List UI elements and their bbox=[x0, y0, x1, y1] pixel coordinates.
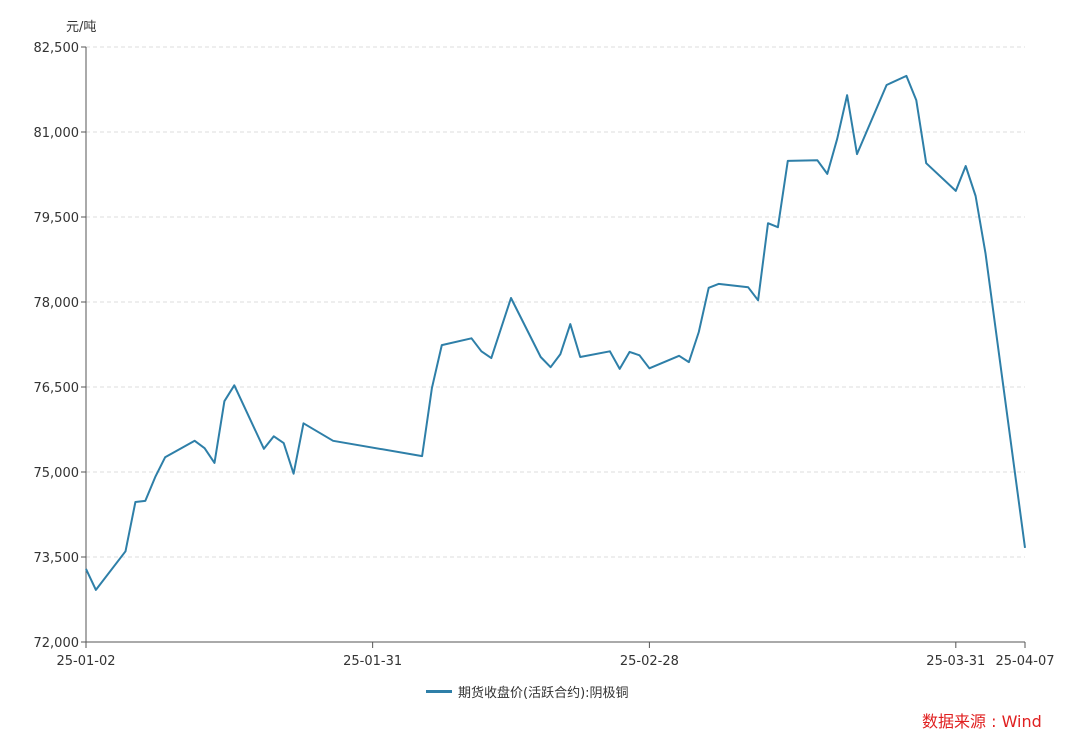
y-tick-label: 82,500 bbox=[34, 41, 80, 56]
y-tick-label: 79,500 bbox=[34, 211, 80, 226]
y-tick-label: 76,500 bbox=[34, 381, 80, 396]
x-tick-label: 25-02-28 bbox=[620, 654, 679, 669]
legend: 期货收盘价(活跃合约):阴极铜 bbox=[426, 682, 629, 701]
series-line bbox=[85, 74, 1026, 591]
y-tick-label: 75,000 bbox=[34, 466, 80, 481]
y-tick-label: 78,000 bbox=[34, 296, 80, 311]
data-source-note: 数据来源 : Wind bbox=[922, 712, 1042, 731]
y-tick-label: 72,000 bbox=[34, 636, 80, 651]
x-tick-label: 25-04-07 bbox=[995, 654, 1054, 669]
y-axis-unit: 元/吨 bbox=[66, 20, 97, 35]
legend-label: 期货收盘价(活跃合约):阴极铜 bbox=[458, 686, 629, 701]
y-tick-label: 73,500 bbox=[34, 551, 80, 566]
x-tick-label: 25-01-02 bbox=[56, 654, 115, 669]
y-tick-label: 81,000 bbox=[34, 126, 80, 141]
x-tick-label: 25-01-31 bbox=[343, 654, 402, 669]
x-tick-label: 25-03-31 bbox=[926, 654, 985, 669]
legend-swatch bbox=[426, 690, 452, 693]
